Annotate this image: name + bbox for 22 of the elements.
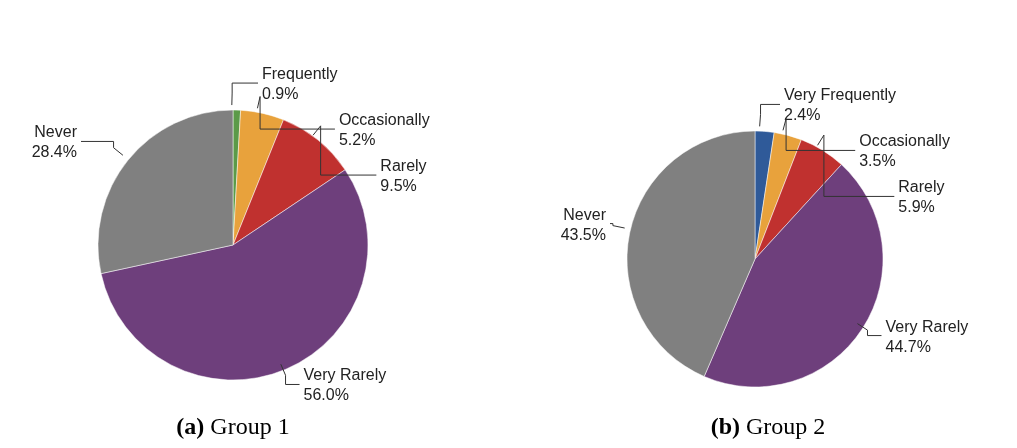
slice-label: Never [563,205,607,223]
slice-label: Very Frequently [784,86,897,104]
slice-label: Frequently [262,65,338,83]
data-label: 5.2% [338,131,376,149]
slice-label: Occasionally [338,111,430,129]
data-label: 0.9% [262,85,299,103]
slice-label: Never [34,123,78,141]
data-label: 5.9% [898,198,935,216]
slice-label: Very Rarely [303,366,387,384]
slice-label: Occasionally [859,132,950,150]
slice-label: Rarely [380,157,427,175]
text: (b) Group 2 [709,413,827,440]
data-label: 2.4% [784,106,821,124]
data-label: 43.5% [560,225,606,243]
data-label: 44.7% [885,337,931,355]
slice-label: Rarely [898,178,945,196]
data-label: 9.5% [380,177,417,195]
data-label: 3.5% [859,152,896,170]
text: (a) Group 1 [175,413,291,440]
data-label: 56.0% [303,386,349,404]
data-label: 28.4% [31,143,77,161]
slice-label: Very Rarely [885,317,969,335]
